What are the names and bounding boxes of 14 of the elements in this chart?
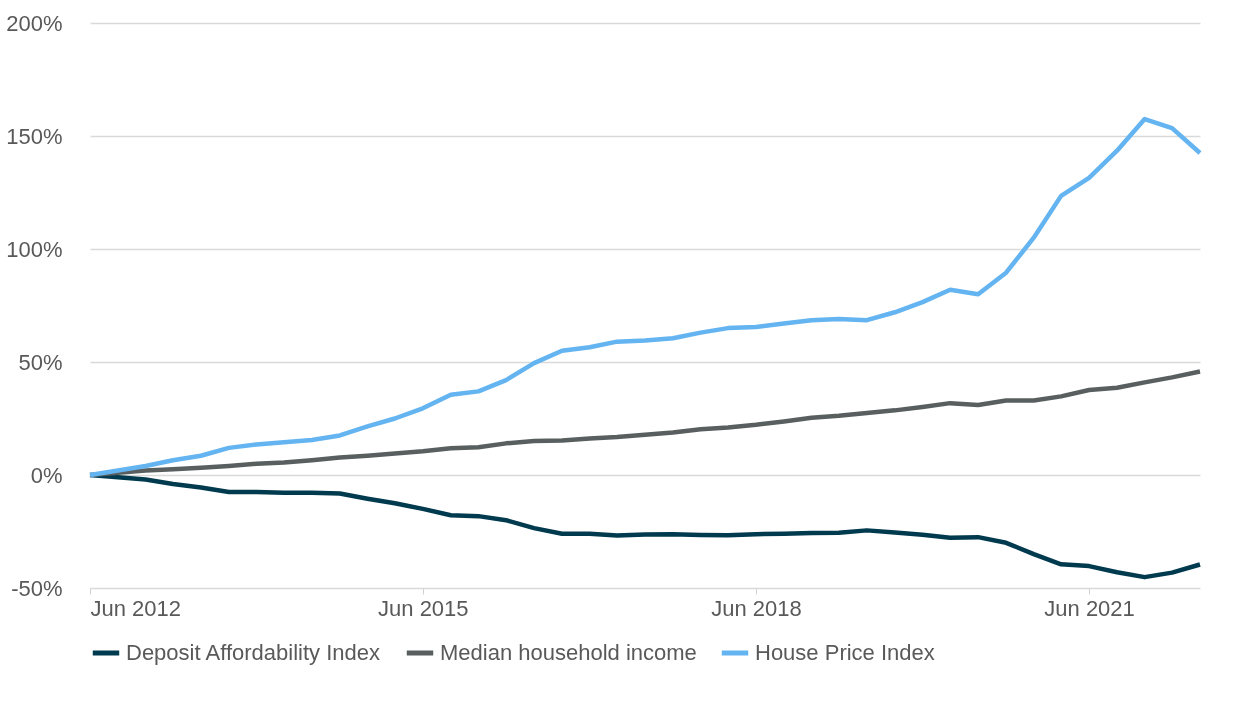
- y-tick-label: -50%: [11, 575, 63, 601]
- legend-label: House Price Index: [755, 640, 935, 665]
- line-series: [87, 116, 1203, 478]
- x-tick-label: Jun 2018: [711, 595, 802, 621]
- x-tick-label: Jun 2012: [90, 595, 182, 621]
- y-tick-label: 0%: [30, 462, 63, 488]
- legend-label: Median household income: [440, 640, 697, 665]
- y-tick-label: 200%: [6, 10, 63, 36]
- x-tick-label: Jun 2015: [378, 595, 469, 621]
- y-tick-label: 50%: [18, 349, 63, 375]
- x-tick-label: Jun 2021: [1044, 595, 1135, 621]
- legend-label: Deposit Affordability Index: [126, 640, 380, 665]
- y-tick-label: 100%: [6, 236, 63, 262]
- y-tick-label: 150%: [6, 123, 63, 149]
